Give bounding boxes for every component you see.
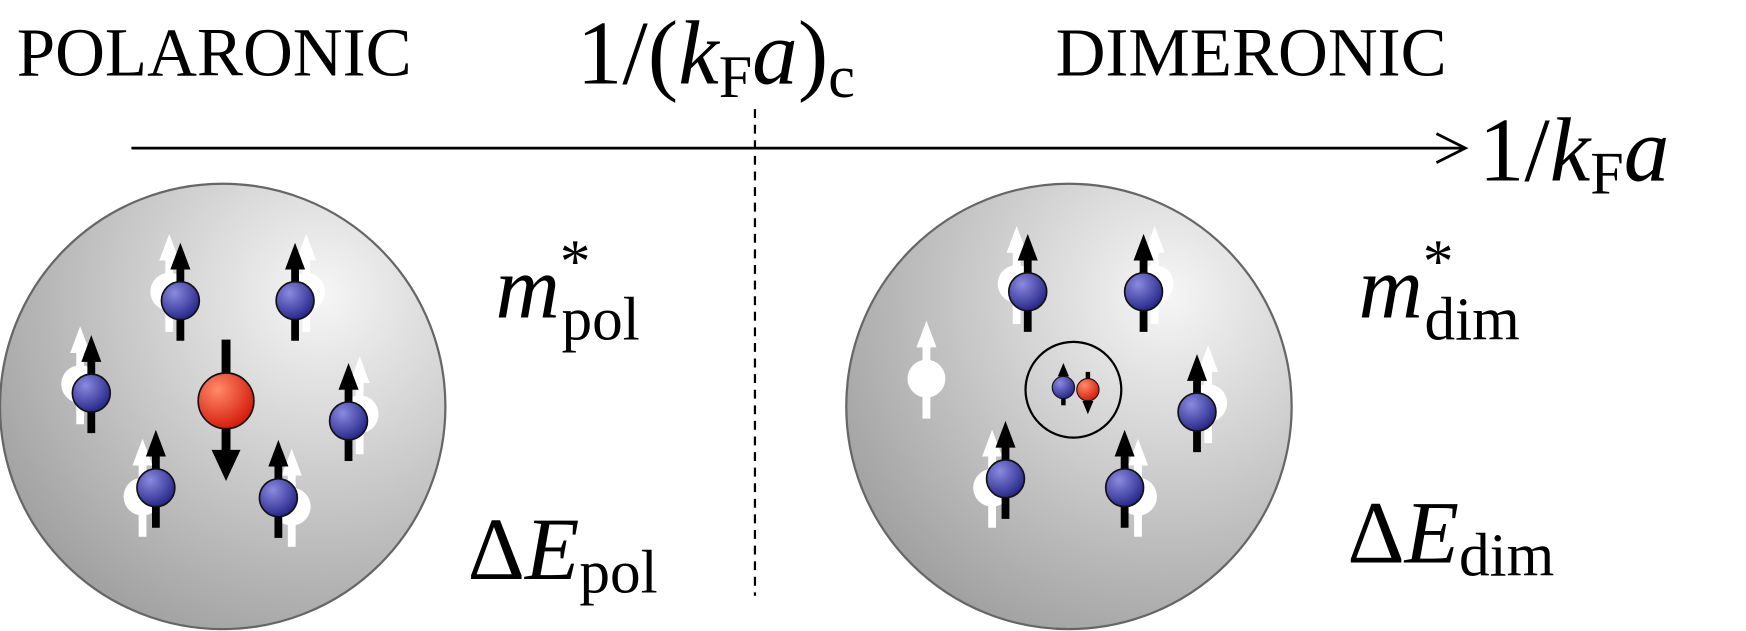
diagram: POLARONIC DIMERONIC 1/(kFa)c 1/kFa m*pol…: [0, 0, 1746, 631]
critical-label: 1/(kFa)c: [577, 3, 855, 111]
polaron-energy: ΔEpol: [468, 501, 658, 606]
label-part: E: [1403, 484, 1459, 582]
label-part: a: [1624, 99, 1670, 200]
label-part: k: [678, 3, 720, 104]
label-part: dim: [1459, 522, 1554, 590]
region-right: DIMERONIC: [1056, 14, 1447, 91]
label-part: Δ: [468, 501, 525, 599]
region-left: POLARONIC: [17, 14, 412, 91]
label-part: 1/(: [577, 3, 678, 104]
dimeron-energy: ΔEdim: [1347, 484, 1554, 589]
label-part: m: [1358, 239, 1422, 337]
label-part: dim: [1424, 286, 1519, 354]
label-part: pol: [562, 286, 640, 354]
label-part: c: [828, 44, 855, 111]
label-part: pol: [579, 538, 657, 606]
polaron-mass: m*pol: [496, 228, 640, 354]
axis-label: 1/kFa: [1479, 99, 1670, 207]
label-part: E: [523, 501, 579, 599]
label-part: F: [1590, 141, 1623, 208]
label-part: m: [496, 239, 560, 337]
label-part: F: [719, 44, 752, 111]
label-part: 1/: [1479, 99, 1551, 200]
label-part: a: [752, 3, 798, 104]
label-part: Δ: [1347, 484, 1404, 582]
content: POLARONIC DIMERONIC 1/(kFa)c 1/kFa m*pol…: [0, 3, 1669, 630]
label-part: ): [798, 3, 828, 104]
label-part: k: [1550, 99, 1592, 200]
dimeron-mass: m*dim: [1358, 228, 1519, 354]
